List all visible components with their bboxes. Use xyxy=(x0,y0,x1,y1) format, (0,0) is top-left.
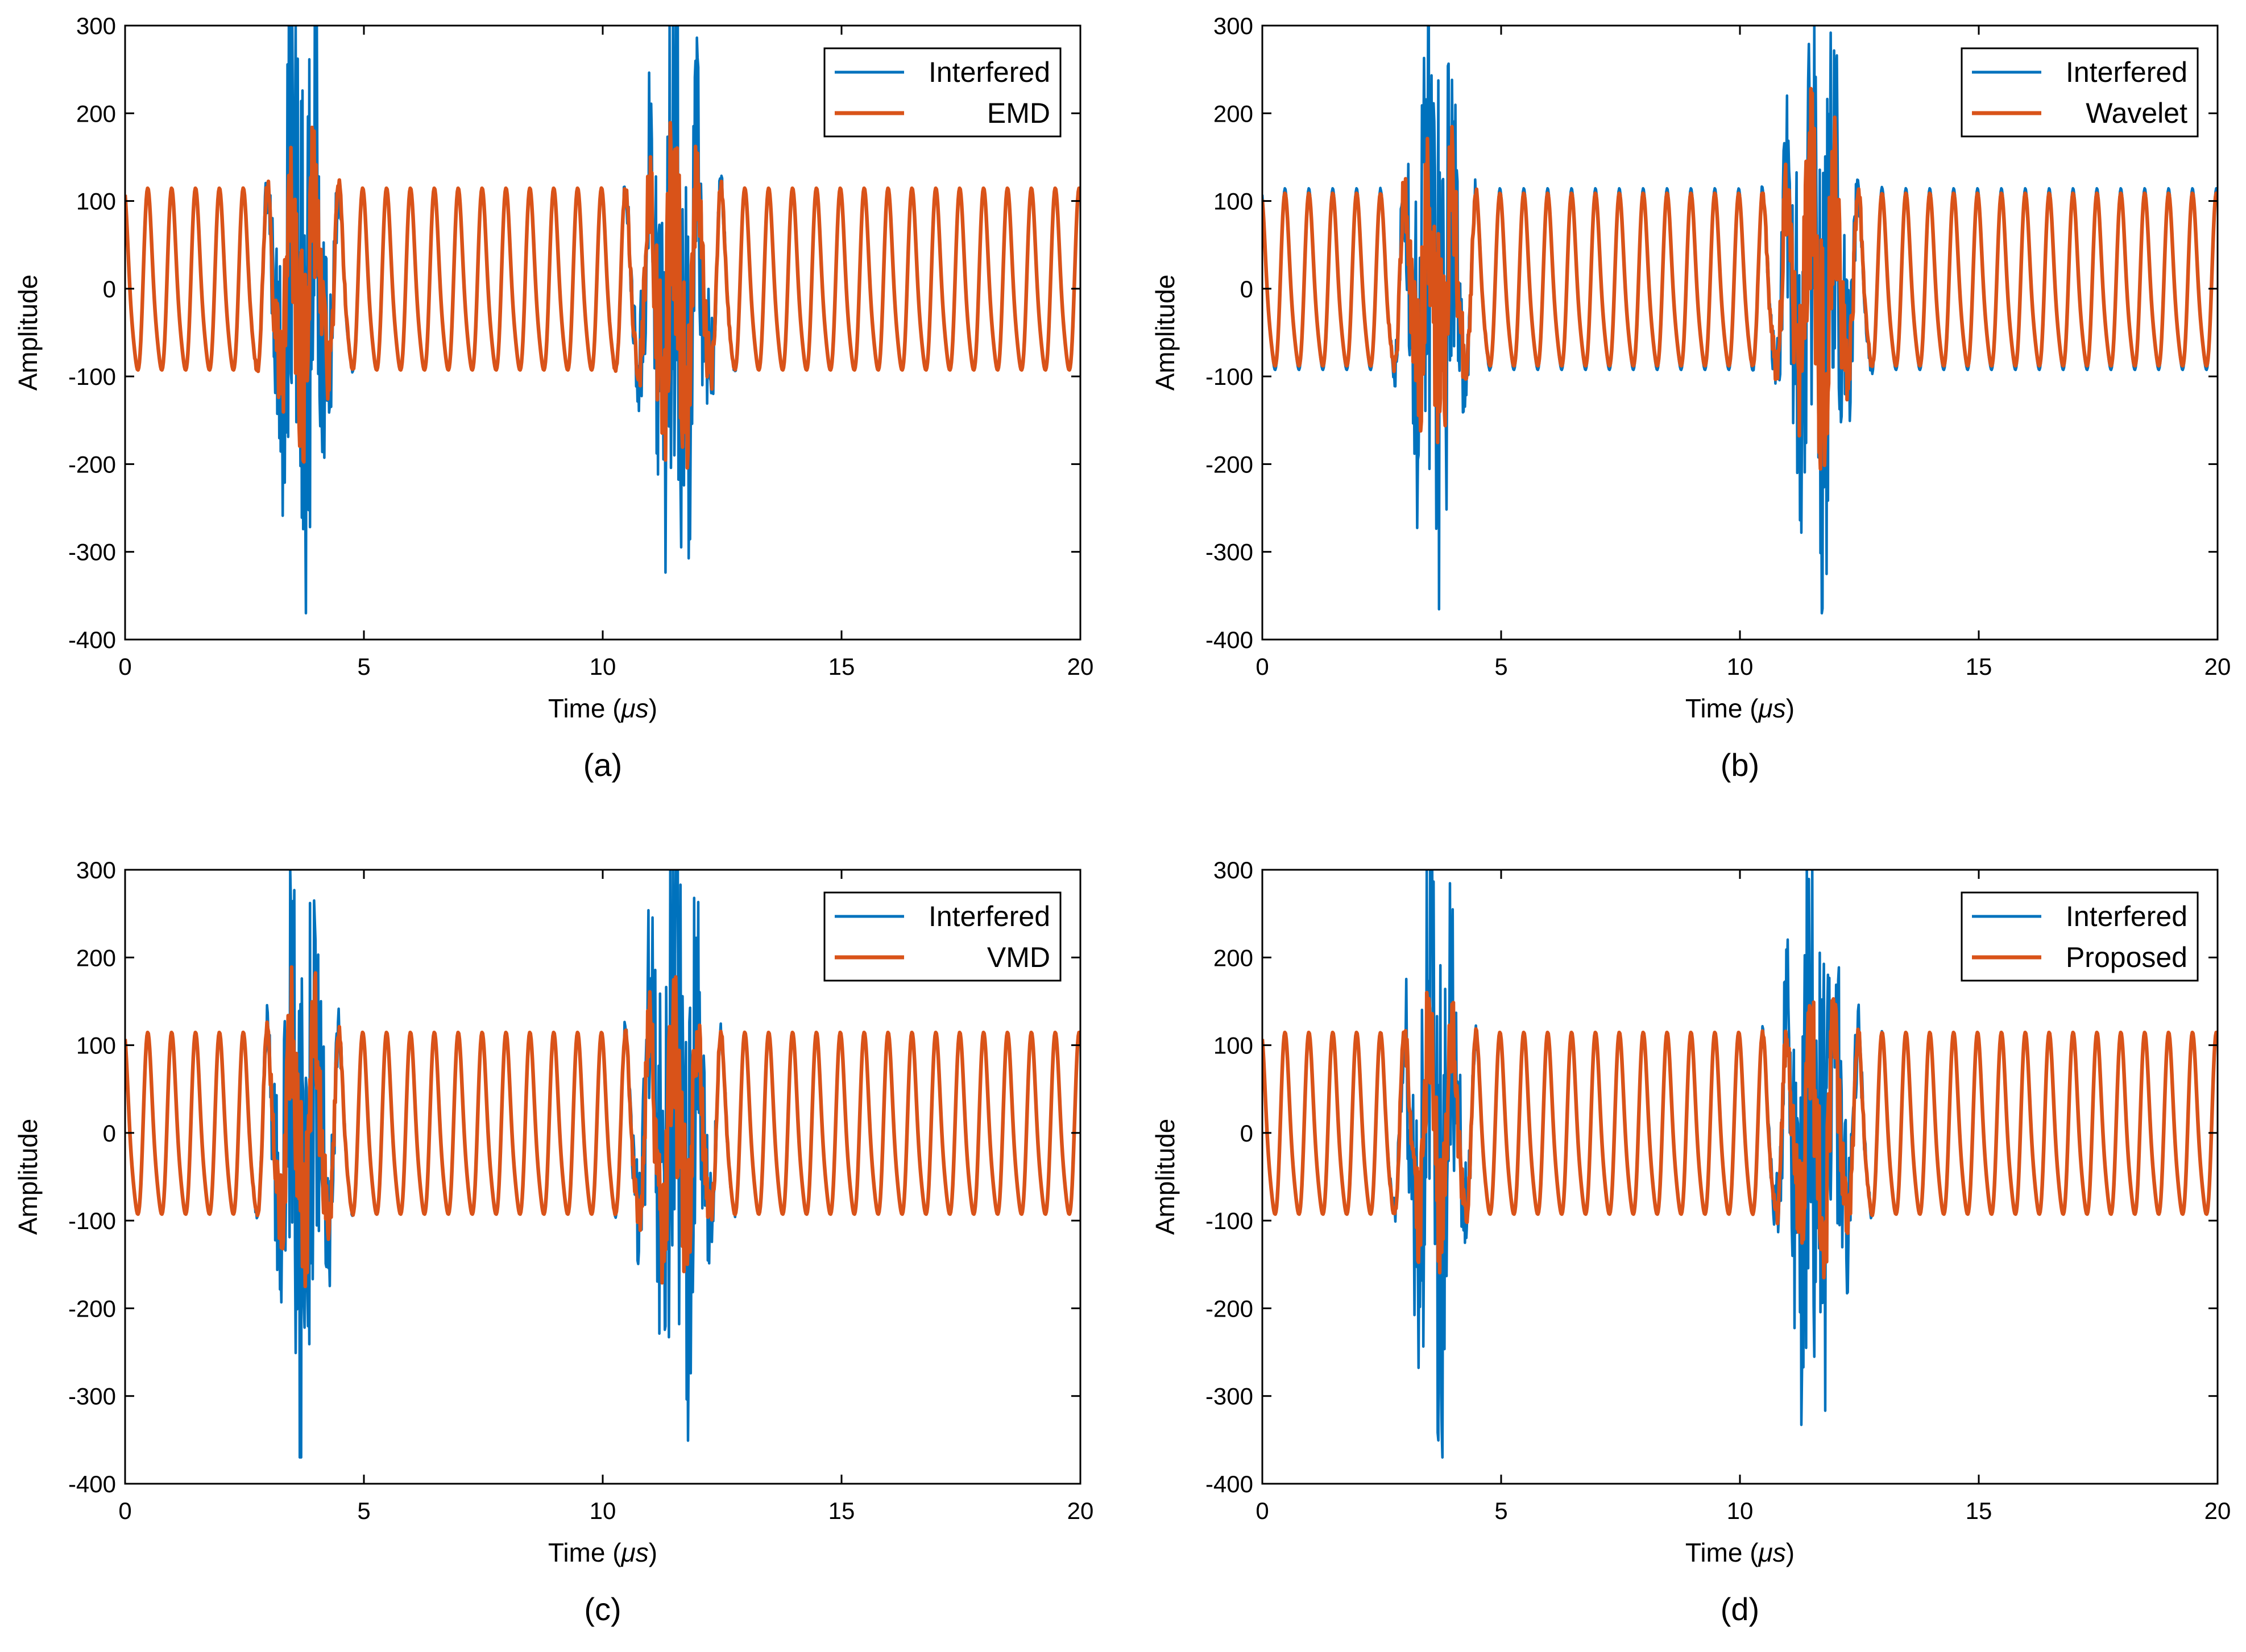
x-tick-label: 5 xyxy=(357,653,370,680)
legend-label-interfered: Interfered xyxy=(929,900,1050,932)
series-lines xyxy=(125,26,1080,615)
chart-panel-d: 0 5 10 15 20 300 200 100 0 -100 -200 -300 -400 Time (… xyxy=(1150,857,2231,1627)
y-axis-label: Amplitude xyxy=(13,1119,43,1235)
legend-label-proposed: Proposed xyxy=(2066,941,2187,973)
panel-caption: (a) xyxy=(583,747,622,783)
legend-label-interfered: Interfered xyxy=(929,56,1050,88)
legend-label-interfered: Interfered xyxy=(2066,900,2187,932)
x-axis-label: Time (μs) xyxy=(548,1538,657,1567)
y-tick-label: 200 xyxy=(1213,100,1253,127)
legend-box xyxy=(823,891,1062,982)
y-tick-label: -100 xyxy=(68,1207,116,1234)
legend-label-emd: EMD xyxy=(987,97,1050,129)
x-tick-label: 15 xyxy=(1966,1497,1992,1524)
y-tick-label: -100 xyxy=(68,363,116,390)
x-tick-label: 5 xyxy=(1494,1497,1507,1524)
y-tick-label: -400 xyxy=(68,1471,116,1497)
x-tick-label: 15 xyxy=(828,1497,855,1524)
legend-label-wavelet: Wavelet xyxy=(2086,97,2187,129)
x-tick-label: 20 xyxy=(2204,653,2231,680)
legend-label-interfered: Interfered xyxy=(2066,56,2187,88)
panel-caption: (d) xyxy=(1721,1591,1759,1627)
x-tick-label: 10 xyxy=(1727,1497,1754,1524)
legend-box xyxy=(823,47,1062,138)
chart-panel-b: 0 5 10 15 20 300 200 100 0 -100 -200 -300 -400 Time (… xyxy=(1150,13,2231,783)
y-tick-label: -300 xyxy=(1205,1383,1253,1410)
x-tick-label: 15 xyxy=(1966,653,1992,680)
legend-box xyxy=(1961,47,2199,138)
series-line-emd xyxy=(125,121,1080,470)
chart-panel-c: 0 5 10 15 20 300 200 100 0 -100 -200 -300 -400 Time (… xyxy=(13,857,1093,1627)
y-tick-label: 0 xyxy=(1240,1120,1253,1147)
y-tick-label: -400 xyxy=(1205,626,1253,653)
x-axis-label: Time (μs) xyxy=(1685,1538,1795,1567)
x-tick-label: 0 xyxy=(118,1497,131,1524)
y-tick-label: 200 xyxy=(1213,944,1253,971)
x-tick-label: 0 xyxy=(1255,653,1269,680)
y-tick-label: -300 xyxy=(1205,539,1253,566)
x-tick-label: 15 xyxy=(828,653,855,680)
x-tick-label: 0 xyxy=(1255,1497,1269,1524)
y-tick-label: 300 xyxy=(1213,13,1253,39)
y-tick-label: -200 xyxy=(68,451,116,478)
legend: Interfered Wavelet xyxy=(1961,47,2199,138)
series-lines xyxy=(1262,870,2218,1459)
x-tick-label: 10 xyxy=(1727,653,1754,680)
x-tick-label: 20 xyxy=(1067,1497,1094,1524)
legend-label-vmd: VMD xyxy=(987,941,1050,973)
y-tick-label: 100 xyxy=(1213,188,1253,215)
chart-panel-a: 0 5 10 15 20 300 200 100 0 -100 -200 -300 -400 Time (… xyxy=(13,13,1093,783)
y-tick-label: -200 xyxy=(1205,1295,1253,1322)
x-tick-label: 10 xyxy=(590,653,616,680)
x-tick-label: 20 xyxy=(1067,653,1094,680)
x-tick-label: 10 xyxy=(590,1497,616,1524)
series-line-wavelet xyxy=(1262,86,2218,471)
x-tick-label: 5 xyxy=(1494,653,1507,680)
y-tick-label: 100 xyxy=(76,1032,116,1059)
series-lines xyxy=(125,870,1080,1459)
y-axis-label: Amplitude xyxy=(1150,1119,1180,1235)
x-tick-label: 5 xyxy=(357,1497,370,1524)
y-tick-label: 300 xyxy=(1213,857,1253,883)
y-tick-label: 0 xyxy=(103,276,116,302)
series-lines xyxy=(1262,26,2218,615)
panel-caption: (b) xyxy=(1721,747,1759,783)
y-tick-label: 100 xyxy=(76,188,116,215)
y-tick-label: 0 xyxy=(103,1120,116,1147)
y-tick-label: 300 xyxy=(76,857,116,883)
y-tick-label: -200 xyxy=(1205,451,1253,478)
y-tick-label: -400 xyxy=(1205,1471,1253,1497)
x-tick-label: 20 xyxy=(2204,1497,2231,1524)
y-tick-label: 0 xyxy=(1240,276,1253,302)
y-tick-label: 200 xyxy=(76,100,116,127)
panel-caption: (c) xyxy=(584,1591,621,1627)
y-tick-label: -200 xyxy=(68,1295,116,1322)
y-tick-label: 300 xyxy=(76,13,116,39)
y-axis-label: Amplitude xyxy=(13,275,43,391)
y-tick-label: -300 xyxy=(68,1383,116,1410)
y-tick-label: -300 xyxy=(68,539,116,566)
legend-box xyxy=(1961,891,2199,982)
legend: Interfered EMD xyxy=(823,47,1062,138)
legend: Interfered VMD xyxy=(823,891,1062,982)
y-tick-label: -400 xyxy=(68,626,116,653)
y-tick-label: 200 xyxy=(76,944,116,971)
y-tick-label: -100 xyxy=(1205,363,1253,390)
legend: Interfered Proposed xyxy=(1961,891,2199,982)
x-tick-label: 0 xyxy=(118,653,131,680)
y-axis-label: Amplitude xyxy=(1150,275,1180,391)
x-axis-label: Time (μs) xyxy=(548,694,657,723)
y-tick-label: -100 xyxy=(1205,1207,1253,1234)
y-tick-label: 100 xyxy=(1213,1032,1253,1059)
x-axis-label: Time (μs) xyxy=(1685,694,1795,723)
series-line-vmd xyxy=(125,965,1080,1289)
series-line-proposed xyxy=(1262,990,2218,1280)
